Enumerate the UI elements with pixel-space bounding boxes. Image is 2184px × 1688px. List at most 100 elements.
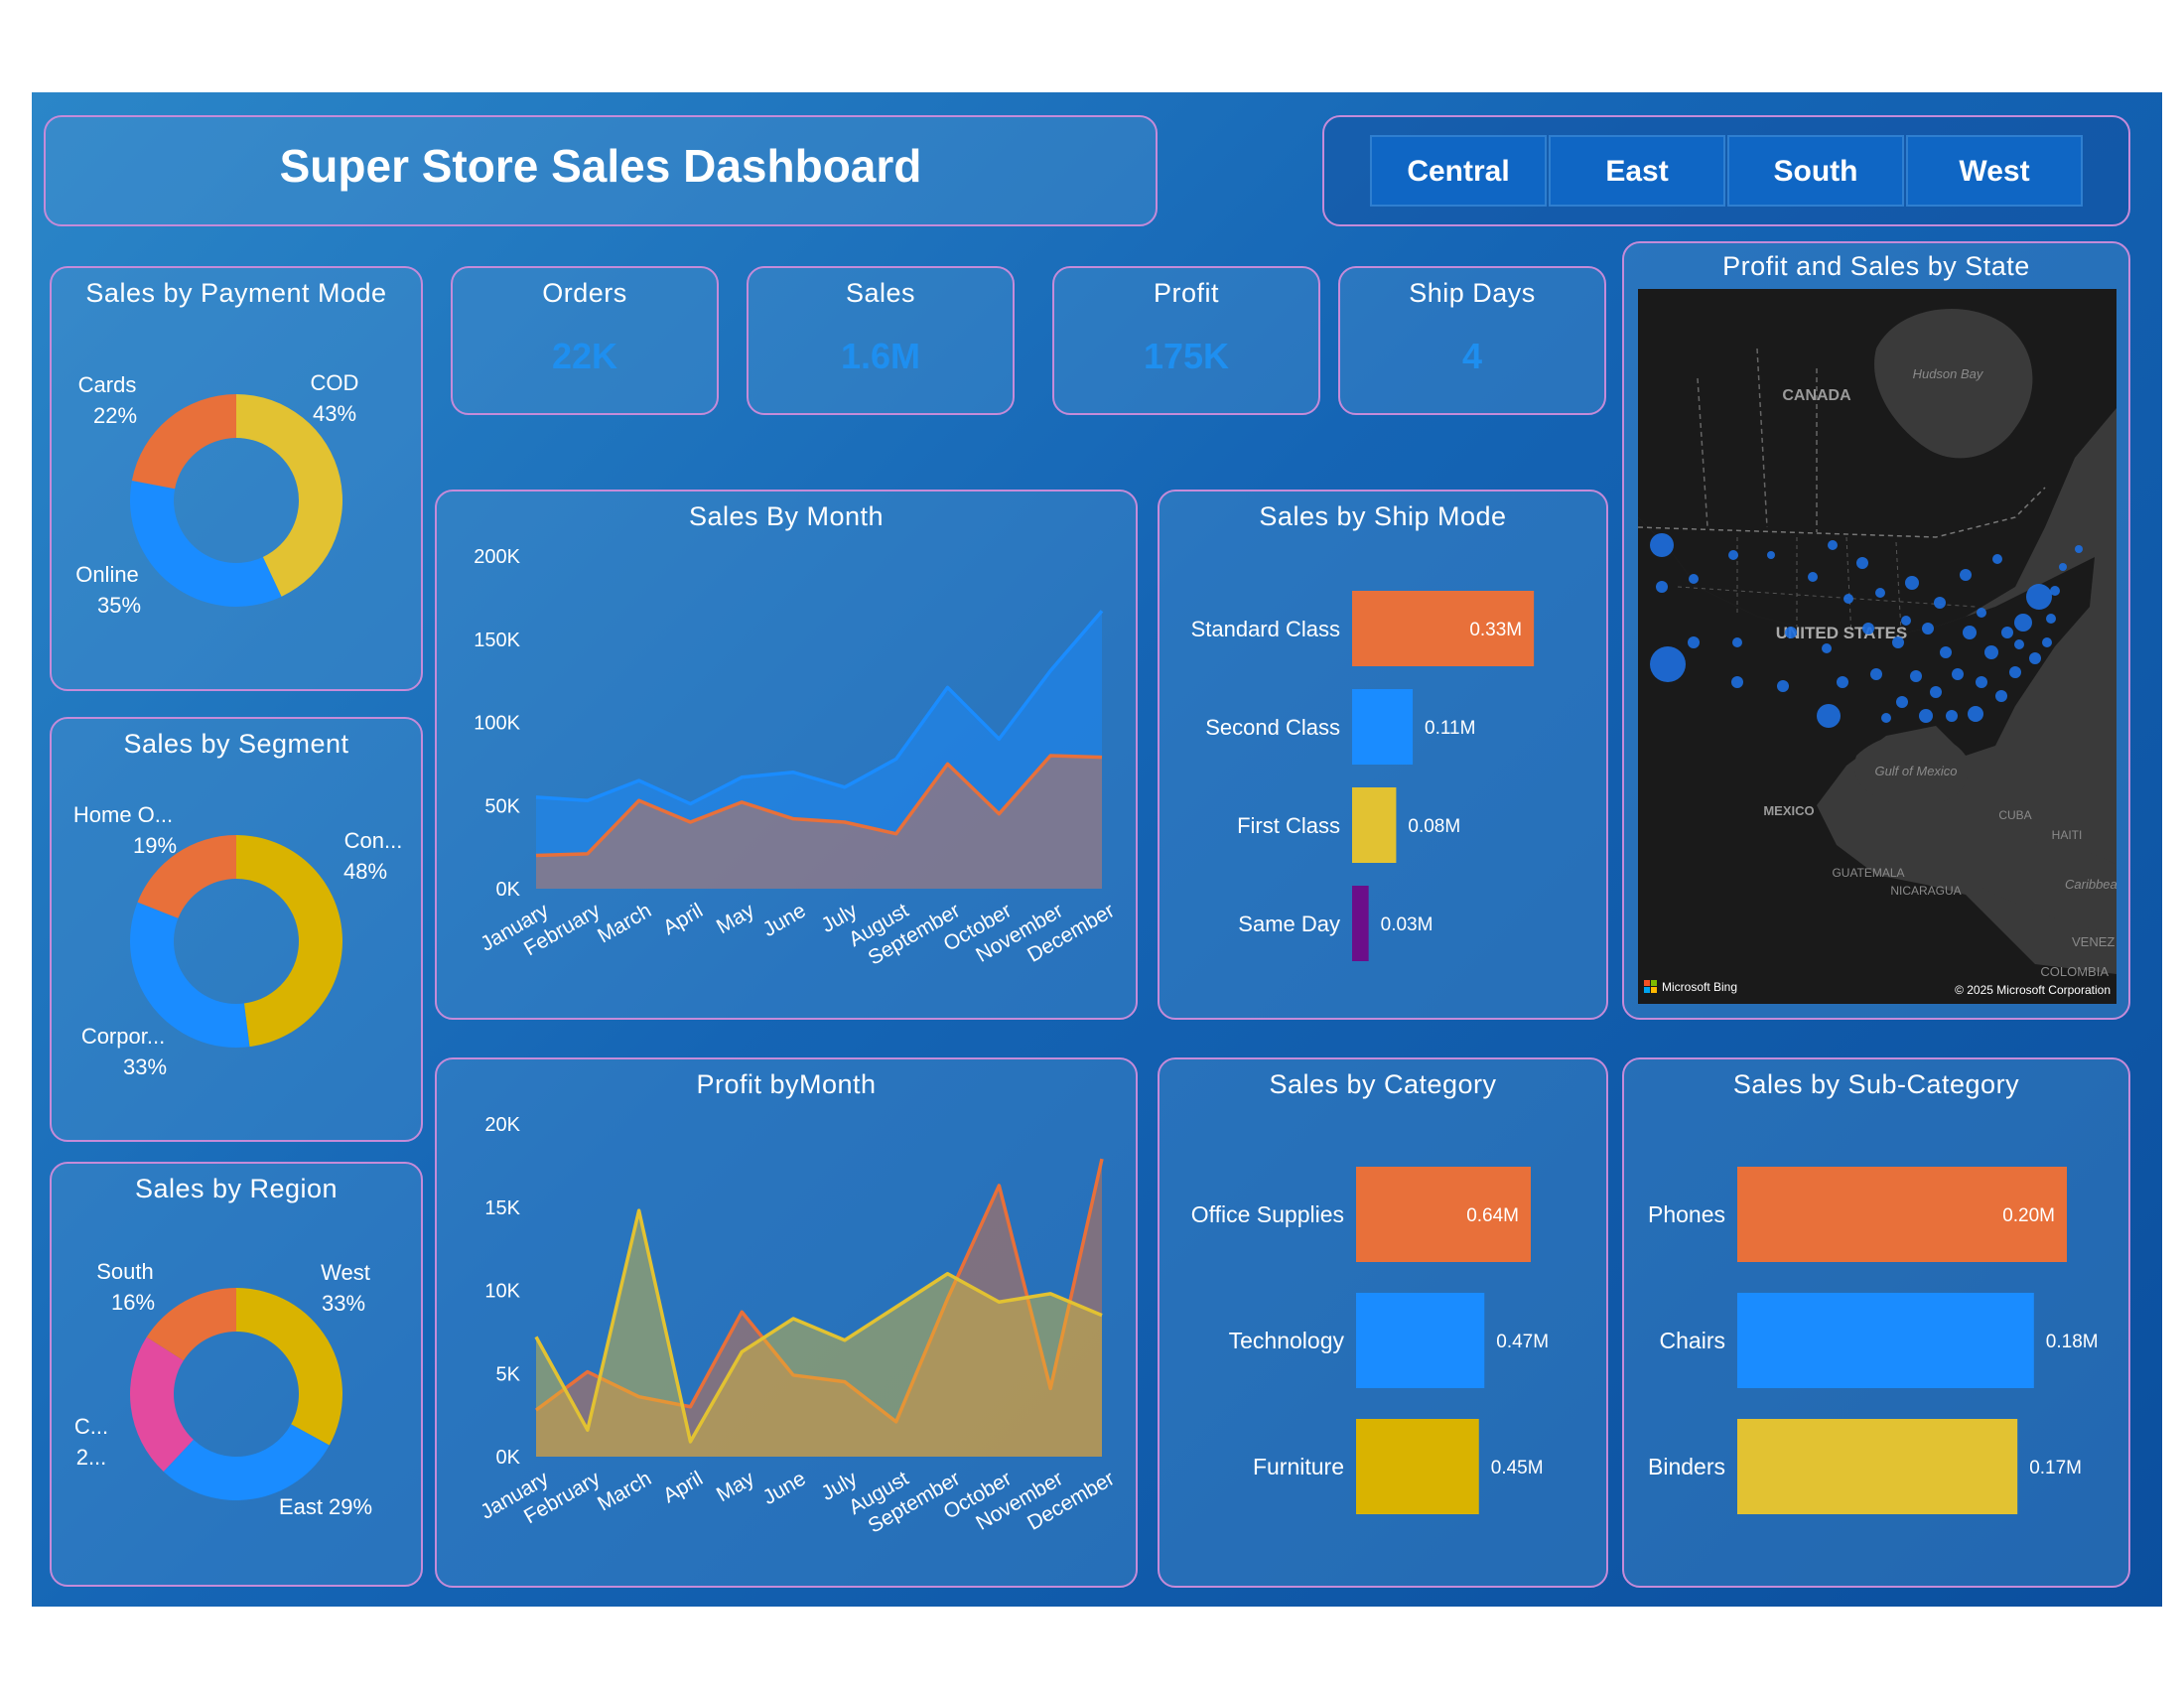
state-bubble[interactable]: [2029, 652, 2041, 664]
state-bubble[interactable]: [1728, 550, 1738, 560]
state-bubble[interactable]: [2075, 545, 2083, 553]
state-bubble[interactable]: [2046, 614, 2056, 624]
bar: [1352, 787, 1397, 863]
slicer-button-west[interactable]: West: [1906, 135, 2083, 207]
kpi-label: Ship Days: [1409, 278, 1536, 308]
state-bubble[interactable]: [2050, 586, 2060, 596]
map-label: MEXICO: [1763, 803, 1814, 818]
state-bubble[interactable]: [1881, 713, 1891, 723]
bar: [1356, 1167, 1531, 1262]
state-bubble[interactable]: [1946, 710, 1958, 722]
slicer-button-central[interactable]: Central: [1370, 135, 1547, 207]
state-bubbles[interactable]: [1650, 533, 2083, 728]
slice-label: Con...: [344, 828, 403, 853]
state-bubble[interactable]: [1910, 670, 1922, 682]
state-bubble[interactable]: [1856, 557, 1868, 569]
map-label: Gulf of Mexico: [1874, 764, 1957, 778]
card-title: Sales by Sub-Category: [1732, 1069, 2020, 1099]
map-label: COLOMBIA: [2040, 964, 2109, 979]
state-bubble[interactable]: [2042, 637, 2052, 647]
state-bubble[interactable]: [1650, 533, 1674, 557]
state-bubble[interactable]: [1977, 608, 1986, 618]
card-title: Profit byMonth: [696, 1069, 877, 1099]
y-tick-label: 50K: [484, 795, 520, 817]
state-bubble[interactable]: [1952, 668, 1964, 680]
slicer-button-south[interactable]: South: [1727, 135, 1904, 207]
state-bubble[interactable]: [1870, 668, 1882, 680]
y-tick-label: 100K: [474, 713, 520, 735]
series-line: [534, 1208, 1103, 1444]
bar: [1737, 1167, 2067, 1262]
series-area: [536, 1159, 1102, 1457]
series-line: [535, 754, 1103, 858]
state-bubble[interactable]: [1777, 680, 1789, 692]
state-bubble[interactable]: [1934, 597, 1946, 609]
state-bubble[interactable]: [1901, 616, 1911, 626]
state-bubble[interactable]: [1968, 706, 1983, 722]
dashboard-canvas: Super Store Sales Dashboard Central East…: [32, 92, 2162, 1607]
bar: [1352, 689, 1414, 765]
state-bubble[interactable]: [2026, 584, 2052, 610]
data-label: 0.17M: [2029, 1458, 2082, 1478]
state-bubble[interactable]: [1731, 676, 1743, 688]
state-bubble[interactable]: [1976, 676, 1987, 688]
state-bubble[interactable]: [1992, 554, 2002, 564]
slice-label: West: [321, 1260, 370, 1285]
slice-pct: 33%: [322, 1291, 365, 1316]
subcategory-card: Sales by Sub-Category Phones 0.20M Chairs 0…: [1622, 1057, 2130, 1588]
state-bubble[interactable]: [1837, 676, 1848, 688]
state-bubble[interactable]: [2009, 666, 2021, 678]
state-bubble[interactable]: [1650, 646, 1686, 682]
state-bubble[interactable]: [1892, 636, 1904, 648]
kpi-value: 22K: [551, 336, 618, 376]
profit-by-month-card: Profit byMonth 0K 5K 10K 15K 20K January Febru…: [435, 1057, 1138, 1588]
state-bubble[interactable]: [1843, 594, 1853, 604]
state-bubble[interactable]: [1919, 709, 1933, 723]
page-title: Super Store Sales Dashboard: [279, 140, 922, 192]
state-bubble[interactable]: [1808, 572, 1818, 582]
category-bar-chart: Office Supplies 0.64M Technology 0.47M Furni…: [1191, 1167, 1549, 1514]
state-bubble[interactable]: [1905, 576, 1919, 590]
state-bubble[interactable]: [1875, 588, 1885, 598]
state-bubble[interactable]: [1960, 569, 1972, 581]
state-bubble[interactable]: [1828, 540, 1838, 550]
category-label: Furniture: [1253, 1454, 1344, 1479]
bar: [1356, 1293, 1485, 1388]
state-bubble[interactable]: [1922, 623, 1934, 634]
y-tick-label: 5K: [496, 1363, 521, 1385]
state-bubble[interactable]: [1656, 581, 1668, 593]
slice-label: East 29%: [279, 1494, 372, 1519]
state-bubble[interactable]: [1767, 551, 1775, 559]
state-bubble[interactable]: [2001, 627, 2013, 638]
slice-pct: 2...: [76, 1445, 107, 1470]
state-bubble[interactable]: [1822, 643, 1832, 653]
state-bubble[interactable]: [1688, 636, 1700, 648]
category-label: Office Supplies: [1191, 1201, 1344, 1227]
region-card: Sales by Region West 33% East 29% C... 2…: [50, 1162, 423, 1587]
region-donut-chart: West 33% East 29% C... 2... South 16%: [74, 1259, 372, 1519]
map-label: HAITI: [2052, 828, 2083, 842]
x-tick-label: June: [759, 1467, 810, 1509]
state-bubble[interactable]: [2014, 614, 2032, 632]
state-bubble[interactable]: [1940, 646, 1952, 658]
bar: [1352, 591, 1535, 666]
state-bubble[interactable]: [1785, 627, 1797, 638]
map-label: CUBA: [1998, 808, 2031, 822]
state-bubble[interactable]: [1930, 686, 1942, 698]
state-bubble[interactable]: [1862, 623, 1874, 634]
kpi-label: Orders: [542, 278, 627, 308]
state-bubble[interactable]: [1896, 696, 1908, 708]
state-bubble[interactable]: [2014, 639, 2024, 649]
y-tick-label: 200K: [474, 546, 520, 568]
state-bubble[interactable]: [1817, 704, 1841, 728]
state-bubble[interactable]: [1732, 637, 1742, 647]
state-map[interactable]: CANADA Hudson Bay UNITED STATES Gulf of …: [1638, 289, 2116, 1004]
state-bubble[interactable]: [1984, 645, 1998, 659]
state-bubble[interactable]: [2059, 563, 2067, 571]
state-bubble[interactable]: [1963, 626, 1977, 639]
donut-slice: [130, 1336, 194, 1472]
state-bubble[interactable]: [1995, 690, 2007, 702]
payment-mode-card: Sales by Payment Mode COD 43% Online 35%…: [50, 266, 423, 691]
slicer-button-east[interactable]: East: [1549, 135, 1725, 207]
state-bubble[interactable]: [1689, 574, 1699, 584]
